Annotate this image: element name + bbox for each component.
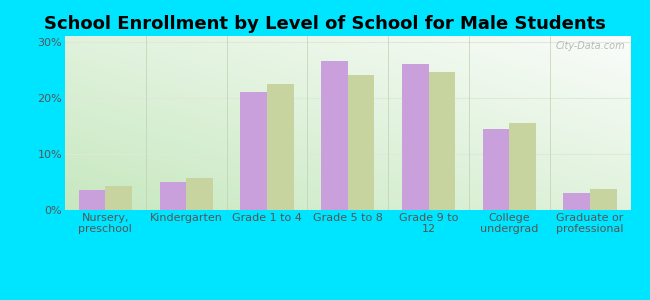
- Bar: [240, 92, 267, 210]
- Bar: [564, 193, 590, 210]
- Bar: [590, 189, 617, 210]
- Bar: [510, 123, 536, 210]
- Bar: [186, 178, 213, 210]
- Text: City-Data.com: City-Data.com: [555, 41, 625, 51]
- Text: School Enrollment by Level of School for Male Students: School Enrollment by Level of School for…: [44, 15, 606, 33]
- Bar: [267, 84, 294, 210]
- Bar: [321, 61, 348, 210]
- Bar: [79, 190, 105, 210]
- Bar: [348, 75, 374, 210]
- Bar: [402, 64, 428, 210]
- Bar: [428, 73, 455, 210]
- Bar: [483, 129, 510, 210]
- Bar: [159, 182, 186, 210]
- Bar: [105, 186, 132, 210]
